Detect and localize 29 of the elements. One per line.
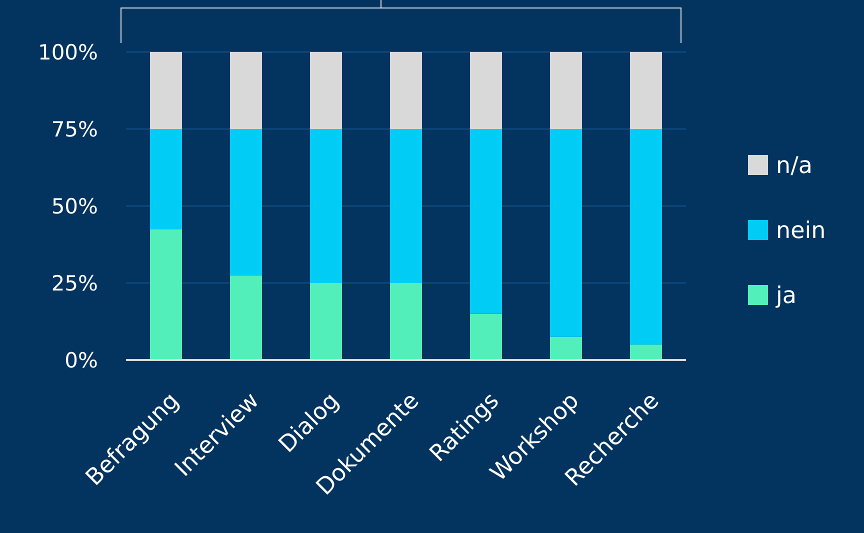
legend-label: n/a xyxy=(776,153,812,180)
bar xyxy=(390,52,422,129)
bar xyxy=(310,283,342,360)
bar xyxy=(150,229,182,360)
y-tick-label: 25% xyxy=(51,271,98,296)
bar xyxy=(550,52,582,129)
bar xyxy=(310,52,342,129)
bar xyxy=(630,52,662,129)
bar xyxy=(630,129,662,345)
legend-label: ja xyxy=(775,283,796,310)
y-tick-label: 0% xyxy=(64,348,98,372)
bar xyxy=(150,52,182,129)
bar xyxy=(550,336,582,360)
bar xyxy=(230,275,262,360)
bar xyxy=(470,314,502,360)
bar xyxy=(310,129,342,283)
bar xyxy=(470,52,502,129)
bar xyxy=(150,129,182,230)
y-tick-label: 50% xyxy=(51,194,98,218)
bar xyxy=(230,52,262,129)
y-tick-label: 100% xyxy=(38,40,98,64)
bar xyxy=(630,344,662,360)
bar xyxy=(390,129,422,283)
legend-label: nein xyxy=(776,218,826,244)
bar xyxy=(390,283,422,360)
bar xyxy=(550,129,582,337)
y-tick-label: 75% xyxy=(51,117,98,142)
bar xyxy=(470,129,502,314)
bar xyxy=(230,129,262,276)
